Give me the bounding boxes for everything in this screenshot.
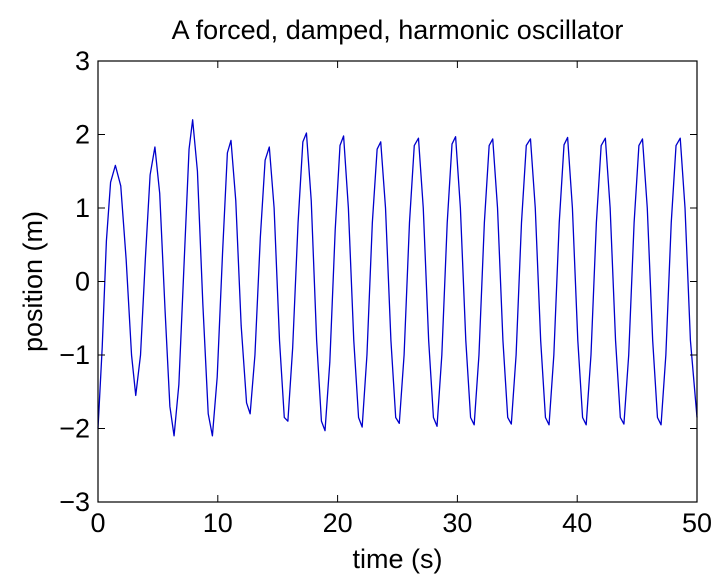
y-tick-label: 0 (75, 267, 90, 297)
y-tick-label: −3 (59, 487, 90, 517)
x-tick-label: 50 (682, 508, 712, 538)
x-axis-label: time (s) (353, 544, 443, 574)
x-tick-label: 30 (442, 508, 472, 538)
x-tick-label: 10 (203, 508, 233, 538)
plot-area: 0 10 20 30 40 50 −3 −2 −1 0 1 2 3 (59, 46, 712, 538)
x-tick-label: 20 (323, 508, 353, 538)
y-axis-label: position (m) (18, 211, 48, 352)
y-tick-label: 1 (75, 193, 90, 223)
y-tick-label: −2 (59, 414, 90, 444)
chart-title: A forced, damped, harmonic oscillator (172, 15, 624, 45)
series-line-0 (97, 119, 698, 437)
x-tick-label: 0 (90, 508, 105, 538)
x-tick-label: 40 (562, 508, 592, 538)
axes-box (97, 60, 698, 503)
y-tick-label: 2 (75, 120, 90, 150)
y-tick-label: 3 (75, 46, 90, 76)
y-tick-label: −1 (59, 340, 90, 370)
